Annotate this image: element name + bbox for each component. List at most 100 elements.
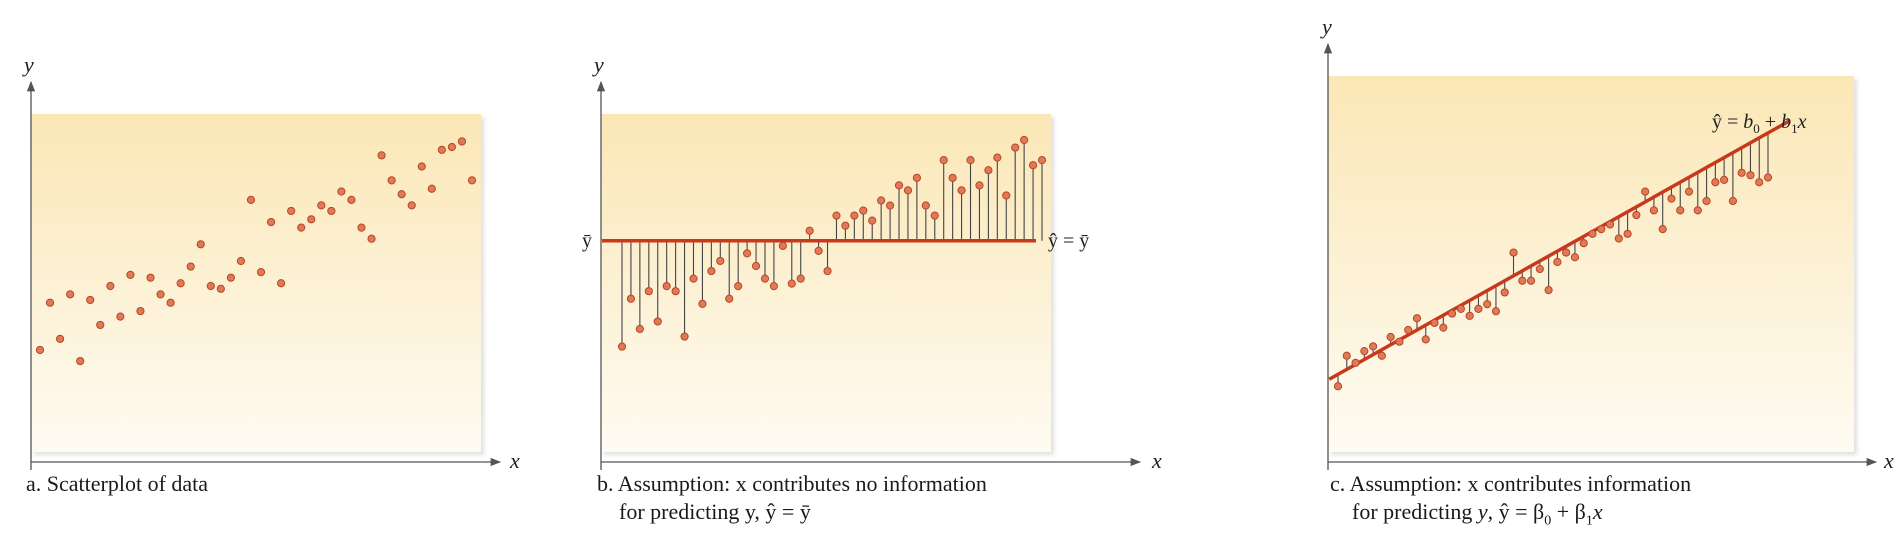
data-point	[246, 195, 256, 204]
data-point	[930, 211, 939, 220]
data-point	[1684, 187, 1694, 196]
data-point	[427, 184, 436, 193]
data-point	[216, 284, 225, 293]
chart-c: y x ŷ = b0 + b1x	[1320, 14, 1894, 473]
data-point	[868, 216, 877, 225]
fit-label-part: ŷ =	[1712, 111, 1743, 133]
data-point	[832, 211, 841, 220]
data-point	[921, 201, 930, 210]
data-point	[1421, 335, 1430, 344]
data-point	[1535, 264, 1544, 274]
data-point	[734, 282, 743, 291]
data-point	[1693, 206, 1702, 215]
data-point	[176, 279, 185, 288]
points-c	[1333, 168, 1773, 391]
caption-c-part: , ŷ =	[1487, 499, 1534, 524]
data-point	[367, 234, 376, 243]
data-point	[226, 273, 235, 282]
caption-c-part: 0	[1544, 513, 1552, 529]
fit-label-part: b	[1743, 111, 1753, 133]
data-point	[1720, 175, 1729, 184]
caption-c-part: β	[1574, 499, 1586, 524]
data-point	[796, 274, 805, 283]
caption-a: a. Scatterplot of data	[26, 470, 208, 498]
data-point	[1641, 187, 1650, 196]
data-point	[1570, 253, 1580, 262]
data-point	[1632, 210, 1641, 220]
caption-c-part: x	[1592, 499, 1603, 524]
data-point	[1676, 206, 1685, 215]
data-point	[1333, 382, 1343, 391]
data-point	[1605, 220, 1615, 229]
regression-line	[1328, 119, 1791, 381]
data-point	[277, 279, 286, 288]
data-point	[626, 294, 636, 303]
data-point	[653, 317, 662, 326]
data-point	[1360, 346, 1369, 356]
data-point	[1465, 311, 1474, 321]
data-point	[689, 274, 698, 283]
data-point	[1755, 178, 1764, 187]
data-point	[1474, 304, 1483, 313]
data-point	[1447, 309, 1457, 318]
plot-area-a	[31, 114, 481, 452]
data-point	[1491, 307, 1501, 316]
data-point	[984, 166, 993, 175]
ybar-label: ȳ	[582, 230, 592, 252]
caption-c: c. Assumption: x contributes information…	[1330, 470, 1691, 535]
data-point	[337, 187, 346, 196]
data-point	[447, 142, 457, 152]
data-point	[760, 274, 770, 283]
fit-label-part: 1	[1791, 121, 1798, 136]
caption-a-line1: a. Scatterplot of data	[26, 471, 209, 496]
data-point	[256, 268, 266, 277]
data-point	[66, 290, 75, 299]
data-point	[116, 312, 125, 321]
chart-b: y x ȳ ŷ = ȳ	[582, 52, 1162, 473]
data-point	[716, 256, 725, 266]
data-point	[1711, 178, 1720, 187]
data-point	[778, 241, 787, 250]
fit-label-part: 0	[1753, 121, 1760, 136]
caption-c-part: y	[1477, 499, 1488, 524]
data-point	[841, 221, 850, 230]
data-point	[1342, 351, 1351, 360]
data-point	[885, 201, 895, 210]
data-point	[993, 153, 1002, 162]
points-b	[617, 135, 1047, 351]
data-point	[1544, 286, 1553, 295]
data-point	[1377, 351, 1386, 360]
data-point	[823, 266, 832, 276]
data-point	[106, 281, 115, 291]
data-point	[743, 249, 752, 258]
data-point	[859, 206, 868, 215]
data-point	[1763, 173, 1773, 182]
data-point	[457, 137, 467, 146]
data-point	[966, 156, 975, 165]
data-point	[1658, 225, 1667, 234]
data-point	[407, 201, 416, 210]
data-point	[126, 270, 135, 279]
data-point	[662, 282, 671, 291]
data-point	[35, 345, 45, 355]
fit-label-part: b	[1781, 111, 1791, 133]
data-point	[903, 186, 913, 195]
data-point	[347, 195, 356, 204]
plot-area-c	[1328, 76, 1854, 452]
data-point	[1526, 276, 1536, 285]
mean-line-label: ŷ = ȳ	[1048, 230, 1089, 252]
data-point	[1562, 248, 1571, 257]
data-point	[1737, 168, 1746, 177]
data-point	[1395, 337, 1404, 346]
data-point	[1614, 234, 1623, 243]
data-point	[136, 306, 145, 316]
data-point	[1386, 332, 1395, 342]
fit-label-part: x	[1797, 111, 1807, 133]
caption-c-part: β	[1533, 499, 1545, 524]
data-point	[1439, 323, 1448, 332]
data-point	[948, 173, 957, 182]
data-point	[1028, 161, 1038, 170]
data-point	[1020, 135, 1029, 145]
data-point	[96, 320, 105, 330]
data-point	[894, 181, 904, 190]
